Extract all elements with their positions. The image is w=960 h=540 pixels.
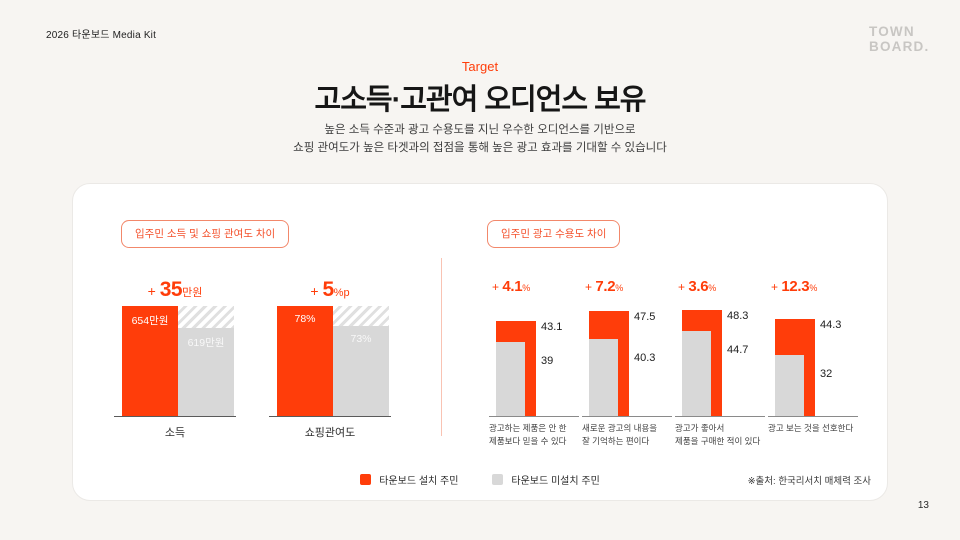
charts-card: 입주민 소득 및 쇼핑 관여도 차이 입주민 광고 수용도 차이 + 35만원 6… — [72, 183, 888, 501]
legend-item-installed: 타운보드 설치 주민 — [360, 472, 458, 487]
category-line-2: 제품보다 믿을 수 있다 — [489, 436, 567, 447]
category-line-1: 광고 보는 것을 선호한다 — [768, 423, 854, 433]
axis-baseline — [489, 416, 579, 417]
ad-receptivity-chart: + 4.1% 43.1 39 광고하는 제품은 안 한 제품보다 믿을 수 있다 + 7.… — [489, 278, 858, 448]
installed-bar: 654만원 — [122, 306, 178, 416]
diff-plus-sign: + — [310, 283, 323, 299]
bars-area: 654만원 619만원 — [122, 306, 234, 416]
townboard-logo: TOWN BOARD. — [869, 24, 930, 55]
diff-value: 4.1 — [502, 278, 523, 295]
diff-unit: % — [708, 283, 717, 293]
not-installed-bar: 73% — [333, 326, 389, 416]
logo-line-1: TOWN — [869, 24, 915, 39]
page-number: 13 — [917, 500, 929, 511]
bars-area: 78% 73% — [277, 306, 389, 416]
axis-baseline — [675, 416, 765, 417]
category-label: 소득 — [164, 427, 186, 439]
diff-value: 12.3 — [781, 278, 810, 295]
category-label: 쇼핑관여도 — [304, 427, 356, 439]
diff-hatch — [178, 306, 234, 328]
diff-hatch — [333, 306, 389, 326]
source-note: ※출처: 한국리서치 매체력 조사 — [747, 476, 871, 487]
diff-plus-sign: + — [585, 280, 596, 294]
doc-title: 2026 타운보드 Media Kit — [46, 30, 157, 41]
diff-plus-sign: + — [678, 280, 689, 294]
category-label: 광고 보는 것을 선호한다 — [768, 422, 858, 435]
chart-legend: 타운보드 설치 주민 타운보드 미설치 주민 — [73, 472, 887, 487]
diff-unit: % — [809, 283, 818, 293]
installed-value: 47.5 — [634, 311, 656, 323]
diff-value: 35 — [159, 278, 183, 301]
eyebrow-target: Target — [461, 59, 499, 74]
category-line-1: 새로운 광고의 내용을 — [582, 423, 658, 433]
diff-value: 3.6 — [688, 278, 709, 295]
diff-unit: 만원 — [182, 287, 203, 299]
diff-label: + 35만원 — [114, 278, 236, 306]
diff-label: + 7.2% — [582, 278, 672, 296]
subtitle-line-2: 쇼핑 관여도가 높은 타겟과의 접점을 통해 높은 광고 효과를 기대할 수 있… — [293, 142, 667, 155]
category-line-1: 광고가 좋아서 — [675, 423, 725, 433]
axis-baseline — [269, 416, 391, 417]
ad-section-label: 입주민 광고 수용도 차이 — [487, 220, 621, 248]
diff-label: + 4.1% — [489, 278, 579, 296]
installed-swatch-icon — [360, 474, 372, 485]
diff-value: 7.2 — [595, 278, 616, 295]
legend-not-installed-label: 타운보드 미설치 주민 — [511, 476, 600, 487]
not-installed-swatch-icon — [492, 474, 504, 485]
diff-label: + 12.3% — [768, 278, 858, 296]
diff-label: + 5%p — [269, 278, 391, 306]
installed-bar: 78% — [277, 306, 333, 416]
not-installed-bar — [589, 339, 618, 416]
not-installed-bar: 619만원 — [178, 328, 234, 416]
diff-plus-sign: + — [492, 280, 503, 294]
axis-baseline — [768, 416, 858, 417]
bars-area: 47.5 40.3 — [582, 296, 672, 416]
installed-value: 44.3 — [820, 319, 842, 331]
bars-area: 44.3 32 — [768, 296, 858, 416]
diff-unit: % — [522, 283, 531, 293]
not-installed-bar — [496, 342, 525, 416]
not-installed-value: 32 — [820, 368, 833, 380]
not-installed-value: 39 — [541, 355, 554, 367]
not-installed-value: 40.3 — [634, 352, 656, 364]
bars-area: 48.3 44.7 — [675, 296, 765, 416]
axis-baseline — [582, 416, 672, 417]
diff-unit: % — [615, 283, 624, 293]
page-title: 고소득·고관여 오디언스 보유 — [314, 84, 647, 116]
diff-plus-sign: + — [147, 283, 160, 299]
income-bar-group: + 5%p 78% 73% 쇼핑관여도 — [269, 278, 391, 440]
diff-unit: %p — [333, 287, 350, 299]
category-line-1: 광고하는 제품은 안 한 — [489, 423, 567, 433]
installed-value: 48.3 — [727, 310, 749, 322]
legend-item-not-installed: 타운보드 미설치 주민 — [492, 472, 600, 487]
not-installed-value: 44.7 — [727, 344, 749, 356]
bars-area: 43.1 39 — [489, 296, 579, 416]
not-installed-bar — [682, 331, 711, 416]
diff-label: + 3.6% — [675, 278, 765, 296]
diff-plus-sign: + — [771, 280, 782, 294]
logo-line-2: BOARD. — [869, 38, 930, 54]
axis-baseline — [114, 416, 236, 417]
page-subtitle: 높은 소득 수준과 광고 수용도를 지닌 우수한 오디언스를 기반으로 쇼핑 관… — [0, 121, 960, 158]
category-line-2: 제품을 구매한 적이 있다 — [675, 436, 761, 447]
diff-value: 5 — [322, 278, 334, 301]
ad-bar-group: + 12.3% 44.3 32 광고 보는 것을 선호한다 — [768, 278, 858, 448]
legend-installed-label: 타운보드 설치 주민 — [379, 476, 459, 487]
income-section-label: 입주민 소득 및 쇼핑 관여도 차이 — [121, 220, 290, 248]
section-divider — [441, 258, 442, 436]
income-bar-group: + 35만원 654만원 619만원 소득 — [114, 278, 236, 440]
income-chart: + 35만원 654만원 619만원 소득 + 5%p 78% 73% 쇼핑관여도 — [114, 278, 391, 440]
category-line-2: 잘 기억하는 편이다 — [582, 436, 650, 447]
installed-value: 43.1 — [541, 321, 563, 333]
not-installed-bar — [775, 355, 804, 416]
subtitle-line-1: 높은 소득 수준과 광고 수용도를 지닌 우수한 오디언스를 기반으로 — [324, 124, 636, 136]
